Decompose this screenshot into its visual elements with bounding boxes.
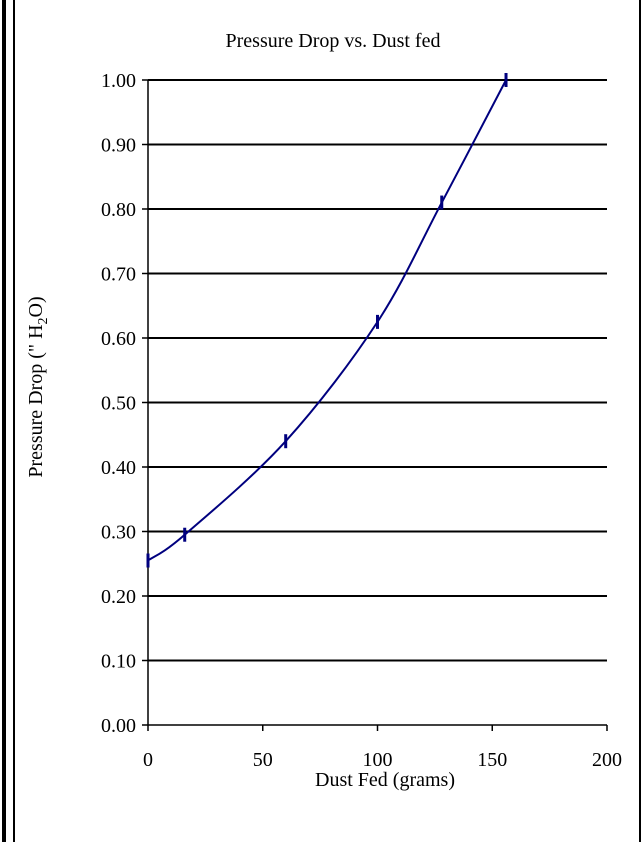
y-tick-label: 0.80 — [101, 199, 136, 221]
y-axis-ticks: 0.00 0.10 0.20 0.30 0.40 0.50 0.60 0.70 0.80 0.90… — [101, 70, 148, 737]
y-axis-title-prefix: Pressure Drop (" H — [25, 324, 47, 477]
y-tick-label: 0.30 — [101, 522, 136, 544]
y-axis-title-suffix: O) — [25, 296, 47, 317]
x-tick-label: 100 — [363, 749, 393, 771]
y-tick-label: 0.60 — [101, 328, 136, 350]
y-axis-title-subscript: 2 — [36, 317, 51, 324]
chart-title: Pressure Drop vs. Dust fed — [226, 30, 441, 52]
series-group — [146, 73, 508, 568]
x-tick-label: 200 — [592, 749, 622, 771]
y-tick-label: 0.20 — [101, 586, 136, 608]
y-tick-label: 0.50 — [101, 393, 136, 415]
grid-lines — [148, 79, 607, 662]
x-axis-ticks: 0 50 100 150 200 — [143, 725, 622, 771]
x-tick-label: 150 — [477, 749, 507, 771]
y-tick-label: 0.70 — [101, 264, 136, 286]
x-tick-label: 50 — [253, 749, 273, 771]
x-axis-title: Dust Fed (grams) — [315, 769, 455, 791]
series-line — [147, 79, 507, 562]
y-axis-title: Pressure Drop (" H2O) — [25, 296, 51, 477]
y-tick-label: 0.10 — [101, 651, 136, 673]
y-tick-label: 0.40 — [101, 457, 136, 479]
x-tick-label: 0 — [143, 749, 153, 771]
y-tick-label: 1.00 — [101, 70, 136, 92]
y-tick-label: 0.00 — [101, 715, 136, 737]
y-tick-label: 0.90 — [101, 135, 136, 157]
